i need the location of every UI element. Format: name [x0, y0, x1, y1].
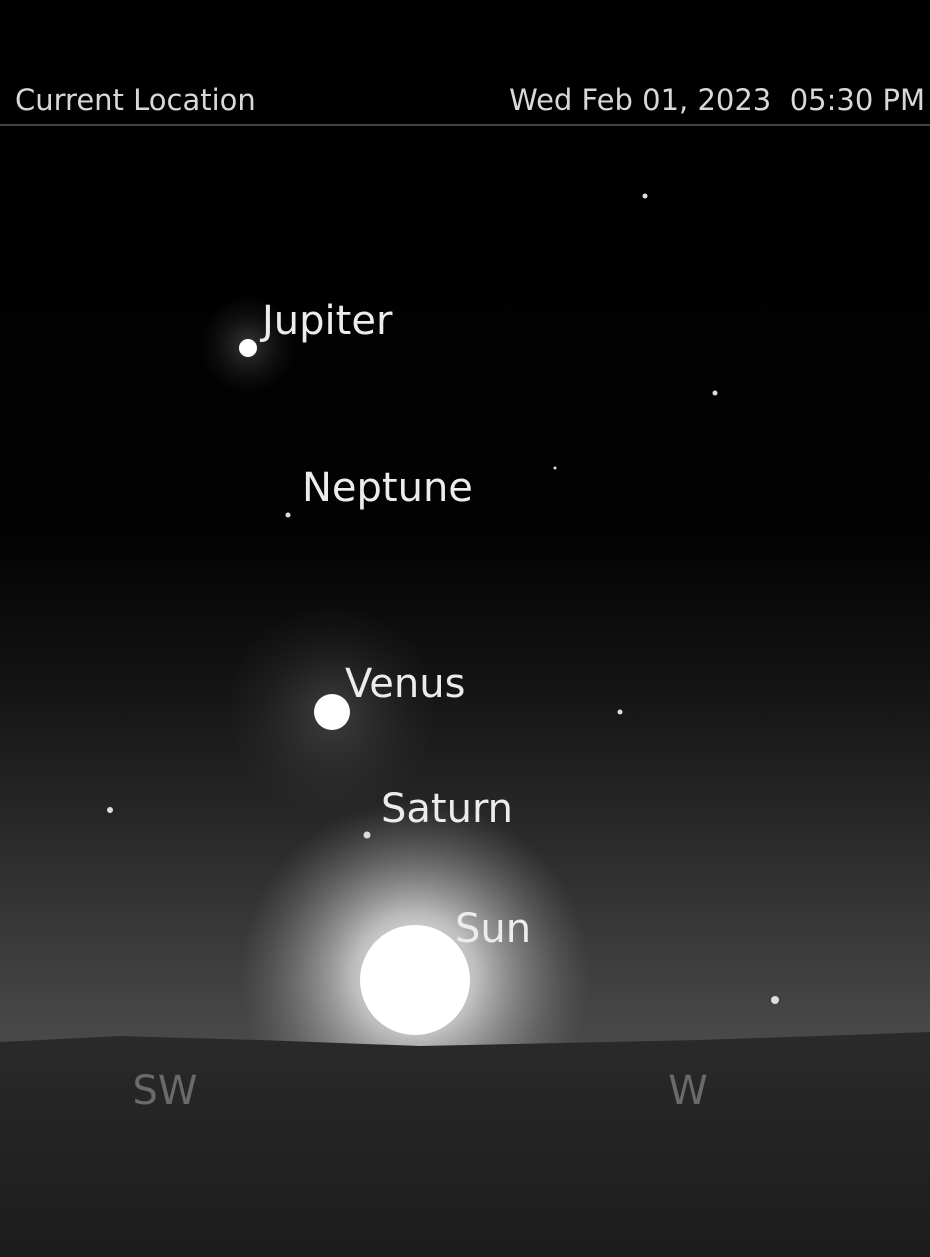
compass-label: SW — [133, 1068, 198, 1114]
object-label[interactable]: Jupiter — [259, 298, 393, 344]
star — [771, 996, 779, 1004]
compass-label: W — [668, 1068, 708, 1114]
location[interactable]: Current Location — [15, 83, 256, 117]
ground — [0, 1032, 930, 1257]
object-label[interactable]: Saturn — [381, 786, 513, 832]
saturn-dot — [364, 832, 371, 839]
object-label[interactable]: Sun — [455, 906, 531, 952]
saturn-object[interactable]: Saturn — [364, 786, 514, 839]
star — [554, 467, 557, 470]
neptune-dot — [286, 513, 291, 518]
sun-disk — [360, 925, 470, 1035]
star — [107, 807, 113, 813]
star — [643, 194, 648, 199]
neptune-object[interactable]: Neptune — [286, 465, 473, 518]
star — [713, 391, 718, 396]
datetime[interactable]: Wed Feb 01, 2023 05:30 PM — [509, 83, 925, 117]
object-label[interactable]: Venus — [345, 661, 465, 707]
star — [618, 710, 623, 715]
object-label[interactable]: Neptune — [302, 465, 473, 511]
sky-view: Current Location Wed Feb 01, 2023 05:30 … — [0, 0, 930, 1257]
jupiter-dot — [239, 339, 257, 357]
